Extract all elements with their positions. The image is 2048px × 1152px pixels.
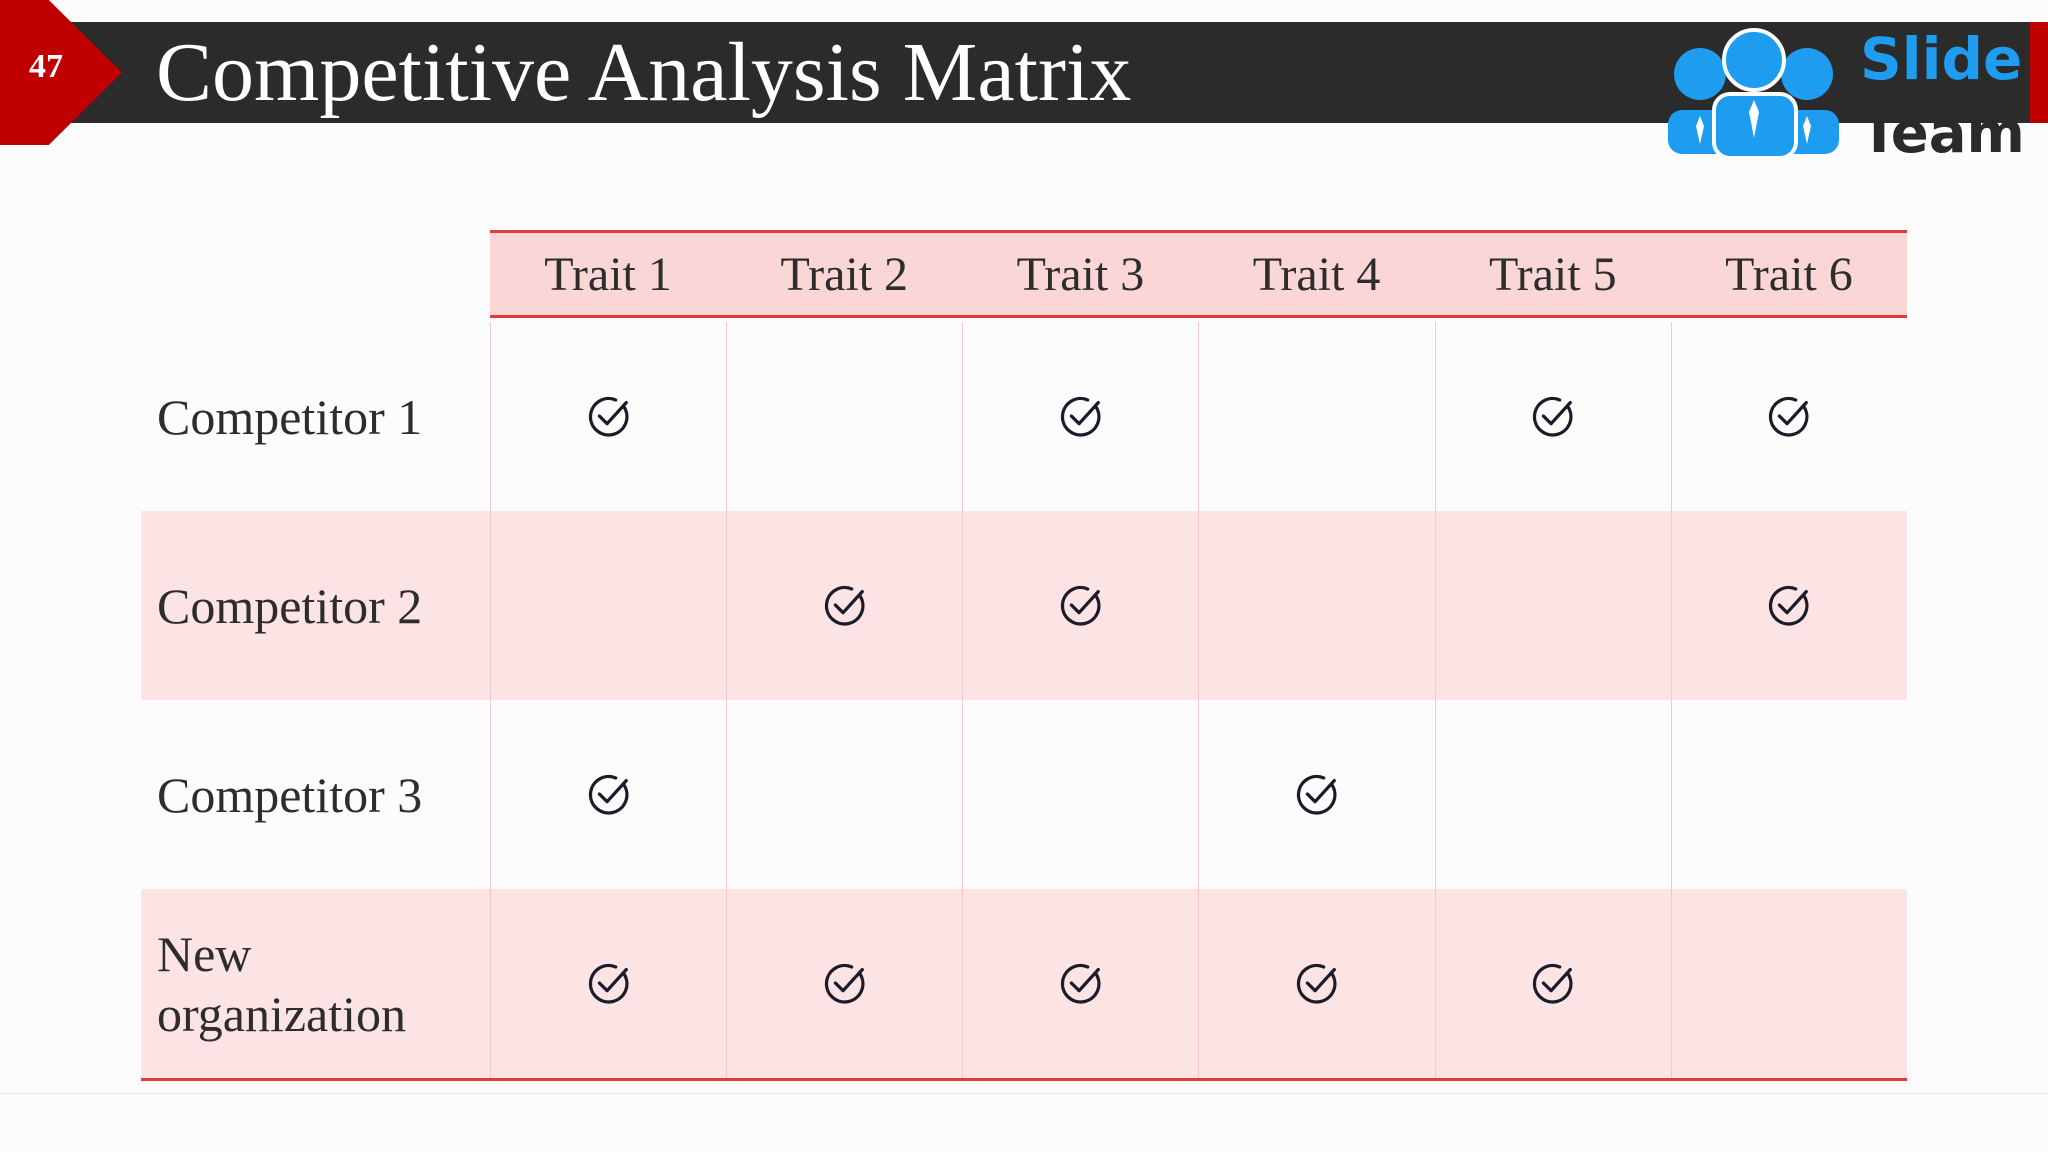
matrix-cell bbox=[1434, 889, 1671, 1078]
row-label-cell: Competitor 3 bbox=[141, 700, 490, 889]
matrix-cell bbox=[962, 700, 1198, 889]
circle-check-icon bbox=[1060, 396, 1101, 437]
slide-number: 47 bbox=[29, 48, 63, 85]
matrix-cell bbox=[726, 889, 962, 1078]
matrix-cell bbox=[1670, 511, 1907, 700]
matrix-row: New organization bbox=[141, 889, 1907, 1078]
circle-check-icon bbox=[588, 396, 629, 437]
row-label-cell: New organization bbox=[141, 889, 490, 1078]
competitive-matrix: Trait 1 Trait 2 Trait 3 Trait 4 Trait 5 … bbox=[141, 230, 1907, 1081]
matrix-cell bbox=[1198, 700, 1434, 889]
circle-check-icon bbox=[824, 585, 865, 626]
circle-check-icon bbox=[1769, 585, 1809, 626]
team-people-icon bbox=[1668, 28, 1839, 160]
circle-check-icon bbox=[1060, 585, 1101, 626]
matrix-cell bbox=[962, 889, 1198, 1078]
title-bar-accent bbox=[2030, 22, 2048, 123]
trait-header-row: Trait 1 Trait 2 Trait 3 Trait 4 Trait 5 … bbox=[490, 230, 1907, 318]
matrix-cell bbox=[490, 889, 726, 1078]
matrix-cell bbox=[1670, 322, 1907, 511]
matrix-cell bbox=[490, 322, 726, 511]
matrix-cell bbox=[1198, 889, 1434, 1078]
matrix-body: Competitor 1 Competitor 2 Competitor 3 New … bbox=[141, 322, 1907, 1078]
row-label-cell: Competitor 2 bbox=[141, 511, 490, 700]
matrix-cell bbox=[962, 322, 1198, 511]
matrix-cell bbox=[726, 511, 962, 700]
matrix-cell bbox=[1198, 511, 1434, 700]
circle-check-icon bbox=[824, 963, 865, 1004]
circle-check-icon bbox=[1533, 396, 1573, 437]
competitor-name: Competitor 2 bbox=[157, 577, 423, 634]
competitor-name: New organization bbox=[157, 925, 406, 1042]
matrix-cell bbox=[1434, 322, 1671, 511]
slideteam-logo: Slide Team bbox=[1662, 25, 2025, 166]
trait-header: Trait 4 bbox=[1252, 247, 1381, 301]
trait-header: Trait 2 bbox=[780, 247, 909, 301]
matrix-cell bbox=[726, 322, 962, 511]
matrix-cell bbox=[1198, 322, 1434, 511]
matrix-cell bbox=[962, 511, 1198, 700]
matrix-cell bbox=[1670, 700, 1907, 889]
footer-divider bbox=[0, 1093, 2048, 1094]
page-title: Competitive Analysis Matrix bbox=[156, 26, 1132, 119]
matrix-cell bbox=[1434, 700, 1671, 889]
trait-header: Trait 5 bbox=[1488, 247, 1617, 301]
trait-header: Trait 6 bbox=[1725, 247, 1853, 301]
matrix-row: Competitor 3 bbox=[141, 700, 1907, 889]
table-bottom-rule bbox=[141, 1078, 1907, 1081]
matrix-row: Competitor 1 bbox=[141, 322, 1907, 511]
matrix-cell bbox=[1670, 889, 1907, 1078]
matrix-row: Competitor 2 bbox=[141, 511, 1907, 700]
competitor-name: Competitor 1 bbox=[157, 388, 423, 445]
matrix-cell bbox=[1434, 511, 1671, 700]
logo-word-team: Team bbox=[1860, 101, 2025, 166]
trait-header: Trait 1 bbox=[544, 247, 672, 301]
circle-check-icon bbox=[588, 774, 629, 815]
circle-check-icon bbox=[588, 963, 629, 1004]
circle-check-icon bbox=[1533, 963, 1573, 1004]
row-label-cell: Competitor 1 bbox=[141, 322, 490, 511]
circle-check-icon bbox=[1296, 774, 1337, 815]
circle-check-icon bbox=[1060, 963, 1101, 1004]
matrix-cell bbox=[490, 511, 726, 700]
competitor-name: Competitor 3 bbox=[157, 766, 423, 823]
circle-check-icon bbox=[1769, 396, 1809, 437]
matrix-cell bbox=[726, 700, 962, 889]
logo-word-slide: Slide bbox=[1860, 25, 2023, 93]
circle-check-icon bbox=[1296, 963, 1337, 1004]
matrix-cell bbox=[490, 700, 726, 889]
trait-header: Trait 3 bbox=[1016, 247, 1145, 301]
